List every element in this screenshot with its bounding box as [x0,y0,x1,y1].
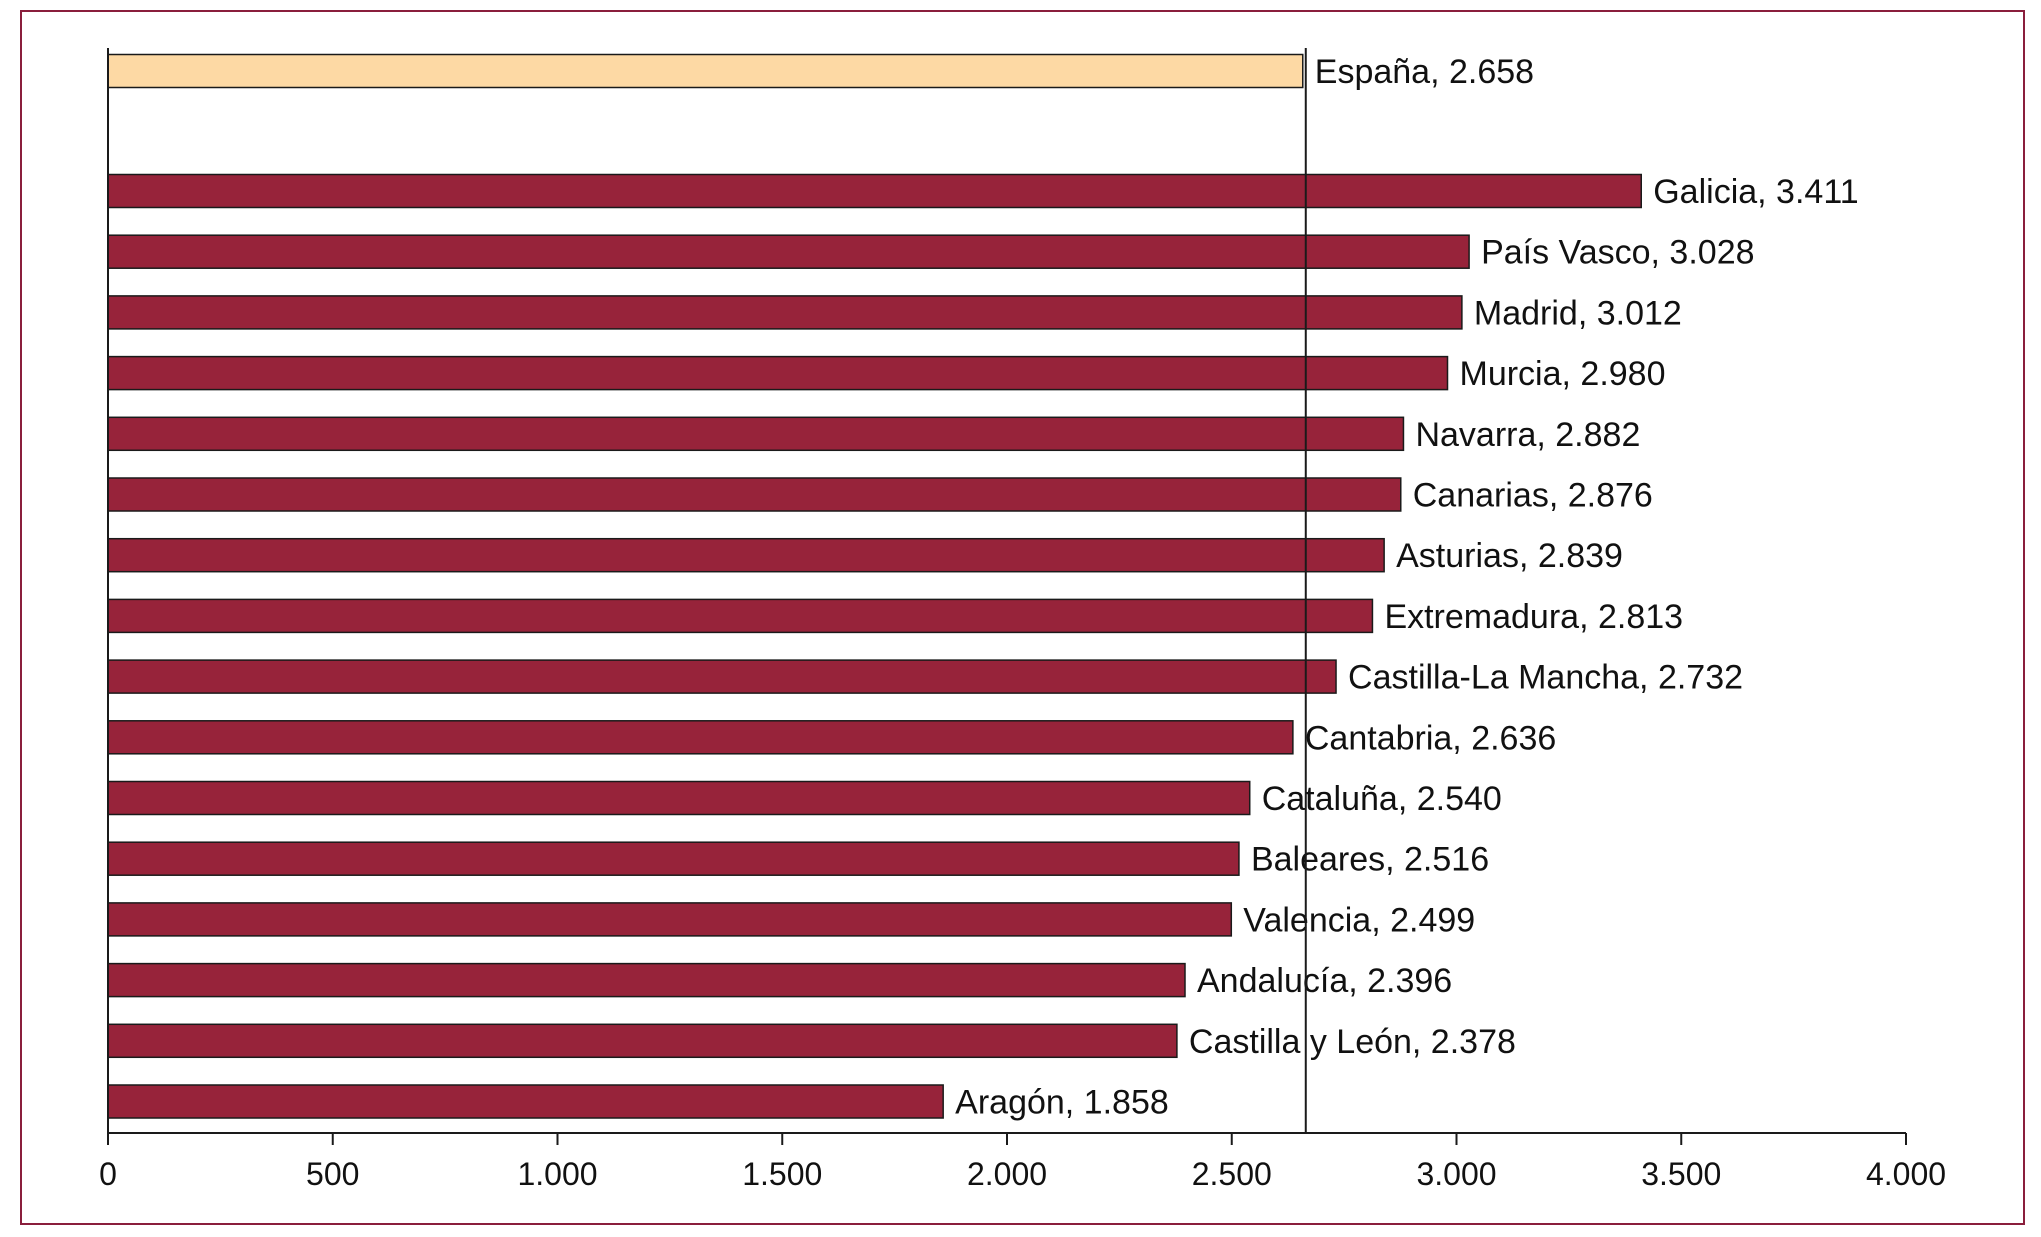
bar-label-cantabria: Cantabria, 2.636 [1305,719,1556,757]
x-tick-label: 4.000 [1866,1156,1946,1192]
bar-labels-layer: España, 2.658 Galicia, 3.411 País Vasco, 3… [955,53,1858,1122]
bar-label-valencia: Valencia, 2.499 [1243,901,1475,939]
x-tick-label: 1.000 [517,1156,597,1192]
x-axis: 0 500 1.000 1.500 2.000 2.500 3.000 3.500 4.000 [99,1132,1946,1192]
bar-cataluna [107,780,1251,816]
bar-cantabria [107,720,1294,755]
bar-valencia [107,902,1233,937]
bar-label-castilla-y-leon: Castilla y León, 2.378 [1189,1023,1516,1061]
bar-madrid [107,295,1463,330]
x-tick-label: 1.500 [742,1156,822,1192]
bar-label-pais-vasco: País Vasco, 3.028 [1481,234,1754,272]
x-tick-label: 3.500 [1641,1156,1721,1192]
bar-label-galicia: Galicia, 3.411 [1653,173,1858,211]
bars-layer [107,53,1642,1119]
bar-castilla-y-leon [107,1023,1178,1059]
bar-label-aragon: Aragón, 1.858 [955,1084,1169,1122]
bar-label-asturias: Asturias, 2.839 [1396,537,1623,575]
bar-extremadura [107,598,1374,634]
bar-label-murcia: Murcia, 2.980 [1460,355,1666,393]
bar-pais-vasco [107,234,1470,269]
bar-aragon [107,1084,944,1119]
bar-andalucia [107,962,1186,998]
bar-label-canarias: Canarias, 2.876 [1413,477,1653,515]
bar-label-navarra: Navarra, 2.882 [1415,416,1640,454]
x-tick-label: 2.500 [1192,1156,1272,1192]
bar-murcia [107,355,1449,391]
bar-label-baleares: Baleares, 2.516 [1251,841,1489,879]
bar-label-madrid: Madrid, 3.012 [1474,294,1682,332]
bar-baleares [107,841,1240,876]
bar-canarias [107,477,1402,512]
x-tick-label: 0 [99,1156,117,1192]
bar-navarra [107,416,1405,452]
bar-label-espana: España, 2.658 [1315,53,1534,91]
bar-castilla-la-mancha [107,659,1337,694]
x-tick-label: 2.000 [967,1156,1047,1192]
bar-label-andalucia: Andalucía, 2.396 [1197,962,1452,1000]
bar-label-cataluna: Cataluña, 2.540 [1262,780,1502,818]
bar-asturias [107,537,1385,573]
x-tick-label: 500 [306,1156,359,1192]
bar-label-extremadura: Extremadura, 2.813 [1384,598,1683,636]
bar-galicia [107,173,1642,209]
bar-label-castilla-la-mancha: Castilla-La Mancha, 2.732 [1348,659,1743,697]
bar-espana [107,53,1304,89]
x-tick-label: 3.000 [1416,1156,1496,1192]
chart-frame [20,10,2025,1225]
